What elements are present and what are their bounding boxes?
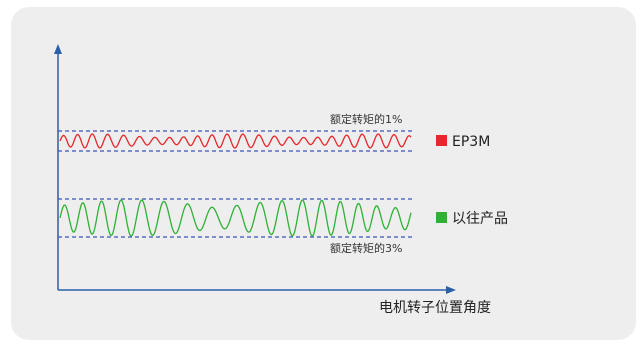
x-axis-arrow xyxy=(446,286,456,294)
y-axis-arrow xyxy=(54,44,62,54)
legend-label-previous: 以往产品 xyxy=(452,211,508,227)
x-axis-label: 电机转子位置角度 xyxy=(379,300,491,316)
previous-product-ripple-line xyxy=(59,199,412,237)
legend-swatch-ep3m xyxy=(436,135,447,146)
legend-swatch-previous xyxy=(436,212,447,223)
previous-band-label: 额定转矩的3% xyxy=(330,241,402,255)
legend-label-ep3m: EP3M xyxy=(452,134,490,150)
chart-card xyxy=(11,7,636,340)
ep3m-ripple-line xyxy=(59,133,412,149)
ep3m-band-label: 额定转矩的1% xyxy=(330,112,402,126)
